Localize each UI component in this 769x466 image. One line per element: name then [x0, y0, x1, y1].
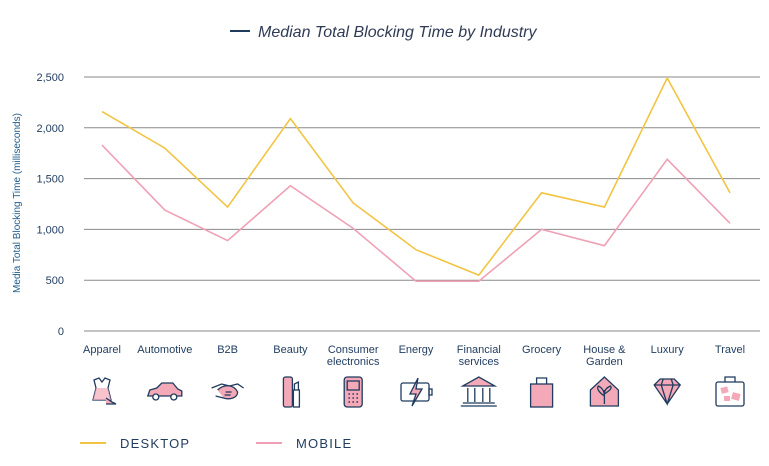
series-line-desktop: [101, 76, 731, 277]
car-icon: [146, 382, 183, 401]
legend-label: MOBILE: [296, 436, 352, 451]
diamond-icon: [653, 378, 682, 407]
battery-icon: [400, 377, 433, 407]
y-tick-label: 1,500: [36, 174, 64, 186]
x-tick-label: Apparel: [83, 344, 121, 356]
handshake-icon: [211, 383, 244, 400]
dress-icon: [92, 377, 117, 405]
series-lines: [101, 76, 731, 283]
y-tick-label: 2,500: [36, 72, 64, 84]
series-line-mobile: [101, 144, 731, 283]
phone-icon: [343, 376, 363, 408]
x-tick-label: Automotive: [137, 344, 192, 356]
x-tick-labels: Apparel Automotive B2B Beauty Consumer electr…: [83, 344, 745, 368]
x-tick-label: Financial services: [457, 344, 501, 368]
category-icons: [92, 376, 745, 408]
x-tick-label: Luxury: [651, 344, 685, 356]
chart-title-text: Median Total Blocking Time by Industry: [258, 24, 538, 41]
y-tick-label: 500: [46, 275, 64, 287]
x-tick-label: Beauty: [273, 344, 308, 356]
shopping-bag-icon: [529, 377, 554, 408]
y-tick-label: 1,000: [36, 224, 64, 236]
x-tick-label: Consumer electronics: [327, 344, 380, 368]
legend-label: DESKTOP: [120, 436, 190, 451]
x-tick-label: B2B: [217, 344, 238, 356]
legend: DESKTOP MOBILE: [80, 436, 352, 451]
bank-icon: [460, 376, 498, 407]
x-tick-label: Energy: [399, 344, 434, 356]
lipstick-icon: [282, 376, 301, 408]
suitcase-icon: [715, 376, 745, 407]
x-tick-label: House & Garden: [583, 344, 626, 368]
gridlines: [84, 76, 760, 332]
legend-item-mobile: MOBILE: [256, 436, 352, 451]
x-tick-label: Grocery: [522, 344, 562, 356]
x-tick-label: Travel: [715, 344, 745, 356]
y-tick-labels: 0 500 1,000 1,500 2,000 2,500: [36, 72, 64, 338]
y-axis-label: Media Total Blocking Time (milliseconds): [12, 113, 23, 293]
chart-title: Median Total Blocking Time by Industry: [230, 24, 538, 41]
y-tick-label: 0: [58, 326, 64, 338]
house-plant-icon: [589, 376, 620, 407]
y-tick-label: 2,000: [36, 123, 64, 135]
legend-item-desktop: DESKTOP: [80, 436, 190, 451]
